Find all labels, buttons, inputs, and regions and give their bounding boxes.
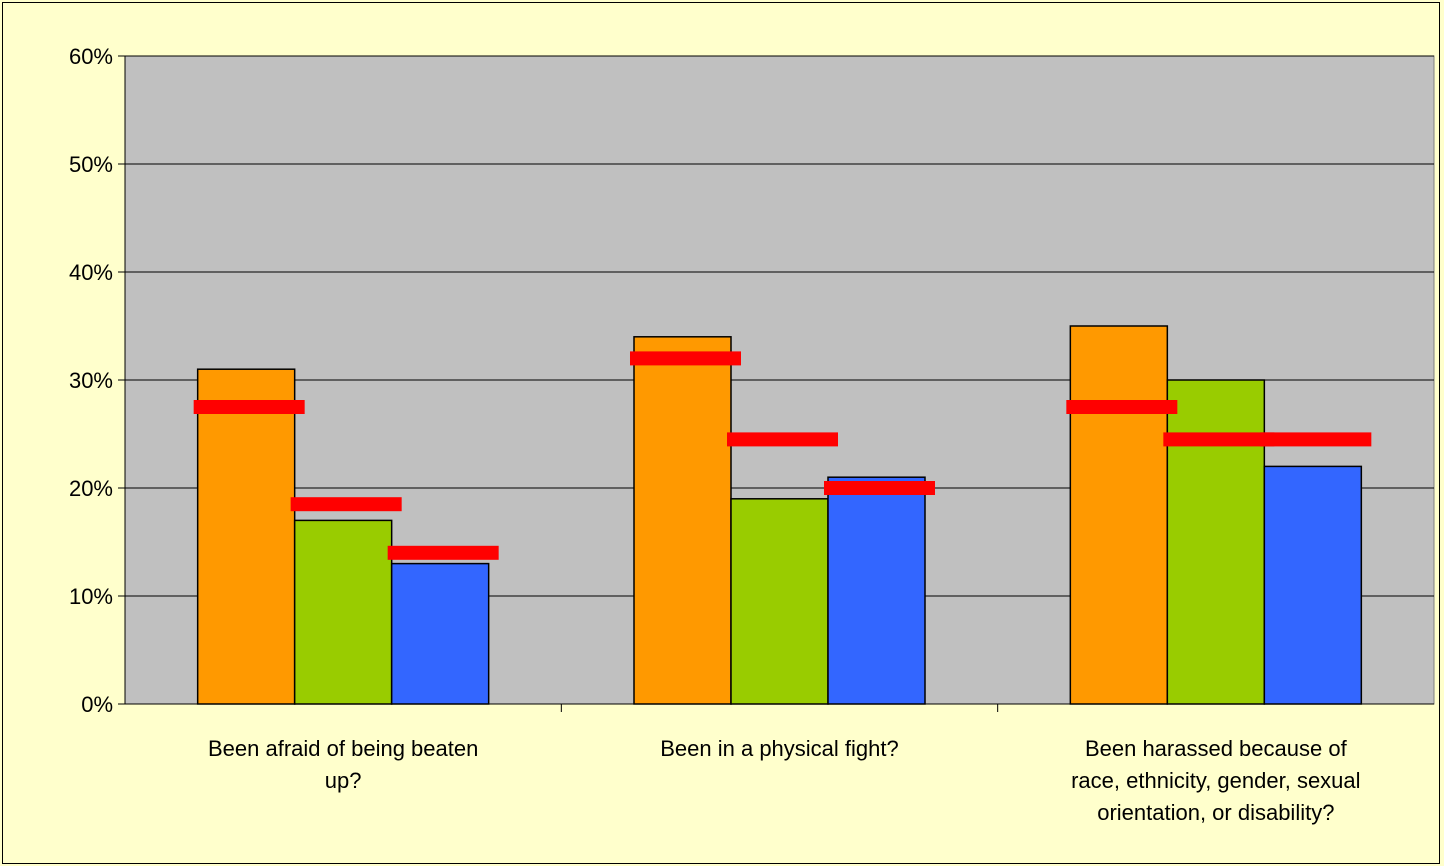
y-tick-label: 30%	[69, 368, 113, 393]
y-tick-label: 10%	[69, 584, 113, 609]
reference-marker	[630, 351, 741, 366]
y-tick-label: 40%	[69, 260, 113, 285]
category-label-line: Been harassed because of	[1085, 736, 1348, 761]
y-tick-label: 60%	[69, 44, 113, 69]
reference-marker	[727, 432, 838, 447]
bar	[730, 498, 829, 705]
bar	[1166, 379, 1266, 705]
reference-marker	[1260, 432, 1372, 447]
category-label-line: orientation, or disability?	[1097, 800, 1334, 825]
reference-marker	[193, 400, 305, 414]
bar	[293, 519, 393, 705]
reference-marker	[1163, 432, 1275, 447]
reference-marker	[824, 481, 935, 495]
reference-marker	[1066, 400, 1178, 414]
reference-marker	[387, 545, 499, 560]
reference-marker	[290, 497, 402, 512]
bar	[390, 562, 490, 705]
y-tick-label: 50%	[69, 152, 113, 177]
y-tick-label: 0%	[81, 692, 113, 717]
y-tick-label: 20%	[69, 476, 113, 501]
bar	[1263, 465, 1363, 705]
category-label-line: up?	[325, 768, 362, 793]
category-label-line: race, ethnicity, gender, sexual	[1071, 768, 1360, 793]
category-label: Been in a physical fight?	[660, 736, 899, 761]
bar	[827, 476, 926, 705]
category-label: Been afraid of being beaten up?	[208, 736, 478, 793]
category-label: Been harassed because of race, ethnicity,…	[1071, 736, 1360, 825]
bar-chart: 0% 10% 20% 30% 40% 50% 60% Been afraid of being…	[69, 44, 1435, 825]
category-label-line: Been in a physical fight?	[660, 736, 899, 761]
bar	[1069, 325, 1169, 705]
bar	[633, 336, 732, 705]
category-label-line: Been afraid of being beaten	[208, 736, 478, 761]
bar	[196, 368, 296, 705]
